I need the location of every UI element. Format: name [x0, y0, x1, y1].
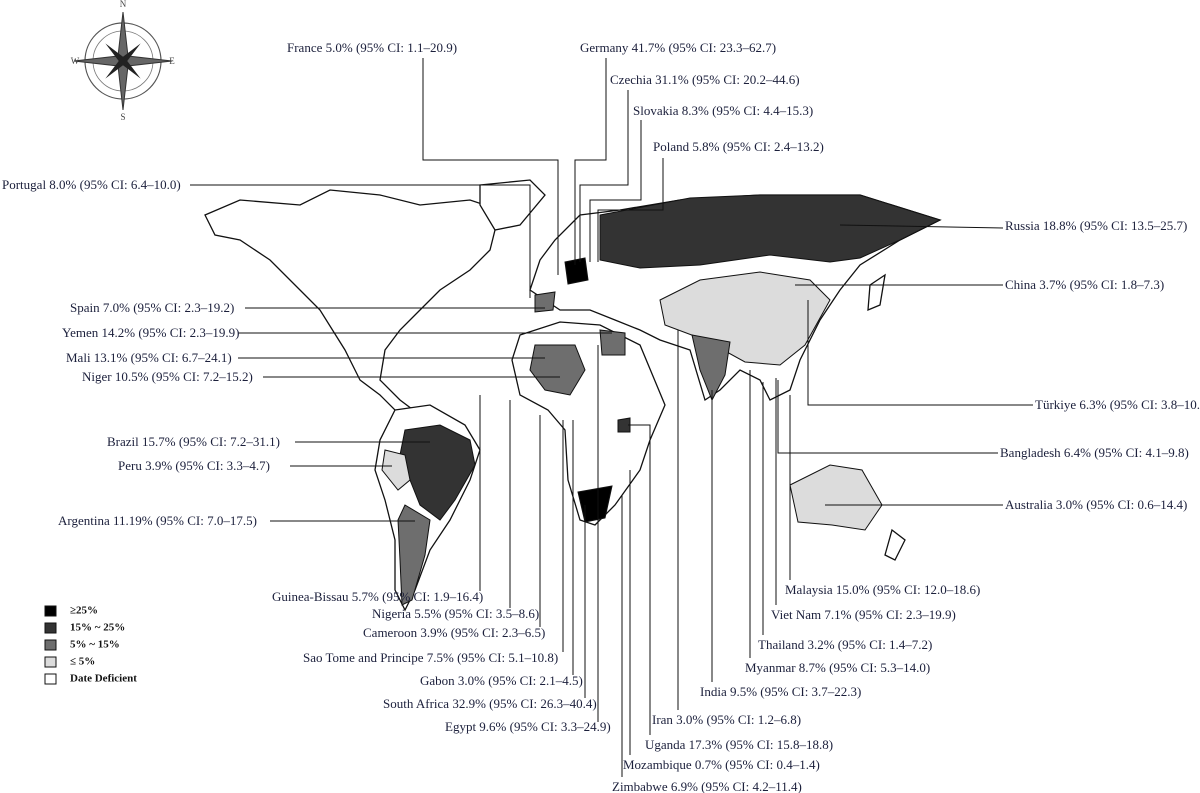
country-label: Poland 5.8% (95% CI: 2.4–13.2): [653, 139, 824, 154]
country-labels: France 5.0% (95% CI: 1.1–20.9) Germany 41…: [2, 40, 1200, 793]
leader-line: [589, 120, 642, 262]
country-label: Thailand 3.2% (95% CI: 1.4–7.2): [758, 637, 932, 652]
leader-line: [190, 184, 531, 298]
spain: [534, 291, 556, 313]
greenland: [479, 179, 546, 231]
country-label: Brazil 15.7% (95% CI: 7.2–31.1): [107, 434, 280, 449]
compass-star: [105, 43, 141, 79]
compass-n: N: [120, 0, 127, 9]
country-label: Türkiye 6.3% (95% CI: 3.8–10.3): [1035, 397, 1200, 412]
country-label: Viet Nam 7.1% (95% CI: 2.3–19.9): [771, 607, 956, 622]
country-label: Czechia 31.1% (95% CI: 20.2–44.6): [610, 72, 800, 87]
country-label: Mozambique 0.7% (95% CI: 0.4–1.4): [623, 757, 820, 772]
leader-line: [628, 424, 651, 735]
legend-label: 5% ~ 15%: [70, 639, 120, 651]
legend-swatch: [44, 656, 57, 668]
legend-label: ≤ 5%: [70, 656, 95, 668]
south-africa: [577, 485, 613, 523]
country-label: Myanmar 8.7% (95% CI: 5.3–14.0): [745, 660, 930, 675]
country-label: Spain 7.0% (95% CI: 2.3–19.2): [70, 300, 234, 315]
leader-line: [597, 158, 664, 262]
country-label: Niger 10.5% (95% CI: 7.2–15.2): [82, 369, 253, 384]
leader-line: [574, 58, 607, 265]
country-label: Zimbabwe 6.9% (95% CI: 4.2–11.4): [612, 779, 802, 793]
country-label: Mali 13.1% (95% CI: 6.7–24.1): [66, 350, 232, 365]
country-label: Gabon 3.0% (95% CI: 2.1–4.5): [420, 673, 583, 688]
legend-swatch: [44, 639, 57, 651]
legend-label: ≥25%: [70, 605, 98, 617]
peru: [381, 449, 411, 491]
country-label: Peru 3.9% (95% CI: 3.3–4.7): [118, 458, 270, 473]
australia: [789, 464, 883, 531]
legend-swatch: [44, 673, 57, 685]
leader-line: [839, 224, 1004, 229]
new-zealand: [884, 528, 906, 561]
country-label: France 5.0% (95% CI: 1.1–20.9): [287, 40, 457, 55]
country-label: South Africa 32.9% (95% CI: 26.3–40.4): [383, 696, 597, 711]
legend-label: 15% ~ 25%: [70, 622, 125, 634]
legend-swatch: [44, 605, 57, 617]
compass-e: E: [169, 56, 175, 66]
country-label: Slovakia 8.3% (95% CI: 4.4–15.3): [633, 103, 813, 118]
country-label: Iran 3.0% (95% CI: 1.2–6.8): [652, 712, 801, 727]
leader-line: [422, 58, 559, 275]
india: [691, 334, 731, 402]
legend-label: Date Deficient: [70, 673, 137, 685]
compass-w: W: [71, 56, 80, 66]
leader-line: [777, 380, 998, 454]
country-label: India 9.5% (95% CI: 3.7–22.3): [700, 684, 861, 699]
country-label: Malaysia 15.0% (95% CI: 12.0–18.6): [785, 582, 980, 597]
uganda: [617, 417, 631, 433]
compass: N E S W: [71, 0, 176, 122]
compass-s: S: [120, 112, 125, 122]
leader-line: [807, 300, 1033, 406]
country-label: Cameroon 3.9% (95% CI: 2.3–6.5): [363, 625, 545, 640]
country-label: Nigeria 5.5% (95% CI: 3.5–8.6): [372, 606, 539, 621]
germany: [564, 257, 589, 285]
country-label: Russia 18.8% (95% CI: 13.5–25.7): [1005, 218, 1187, 233]
country-label: Argentina 11.19% (95% CI: 7.0–17.5): [58, 513, 257, 528]
continents: [204, 179, 942, 612]
country-label: Germany 41.7% (95% CI: 23.3–62.7): [580, 40, 776, 55]
country-label: Australia 3.0% (95% CI: 0.6–14.4): [1005, 497, 1187, 512]
country-label: Yemen 14.2% (95% CI: 2.3–19.9): [62, 325, 239, 340]
japan: [867, 273, 886, 312]
leader-lines: [190, 58, 1033, 777]
egypt: [599, 329, 626, 356]
legend: ≥25% 15% ~ 25% 5% ~ 15% ≤ 5% Date Deficient: [44, 605, 137, 685]
country-label: Sao Tome and Principe 7.5% (95% CI: 5.1–…: [303, 650, 558, 665]
country-label: China 3.7% (95% CI: 1.8–7.3): [1005, 277, 1164, 292]
argentina: [397, 504, 431, 606]
leader-line: [579, 90, 629, 262]
country-label: Guinea-Bissau 5.7% (95% CI: 1.9–16.4): [272, 589, 483, 604]
country-label: Bangladesh 6.4% (95% CI: 4.1–9.8): [1000, 445, 1189, 460]
legend-swatch: [44, 622, 57, 634]
north-america: [204, 189, 501, 421]
russia: [599, 194, 942, 269]
country-label: Egypt 9.6% (95% CI: 3.3–24.9): [445, 719, 611, 734]
country-label: Uganda 17.3% (95% CI: 15.8–18.8): [645, 737, 833, 752]
country-label: Portugal 8.0% (95% CI: 6.4–10.0): [2, 177, 181, 192]
